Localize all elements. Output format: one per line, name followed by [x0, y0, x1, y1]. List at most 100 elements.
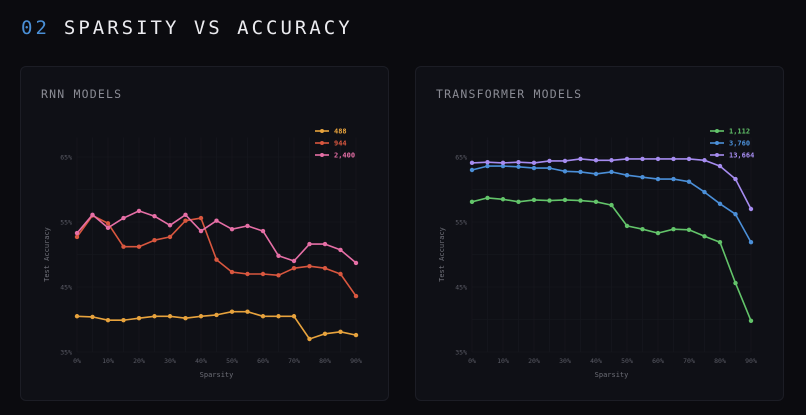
x-tick-label: 90% — [745, 357, 757, 365]
y-tick-label: 35% — [455, 349, 467, 357]
x-tick-label: 70% — [683, 357, 695, 365]
data-point — [276, 253, 281, 258]
data-point — [717, 163, 723, 169]
legend-item: 3,760 — [710, 140, 750, 148]
data-point — [516, 164, 521, 169]
x-axis-label: Sparsity — [200, 371, 234, 379]
data-point — [167, 314, 173, 319]
legend-item: 488 — [315, 128, 347, 136]
data-point — [671, 226, 676, 232]
data-point — [717, 201, 723, 206]
data-point — [322, 241, 328, 247]
x-tick-label: 80% — [714, 357, 726, 365]
data-point — [183, 316, 188, 321]
rnn-models-panel: RNN MODELS 35% 45% 55% 65% 0% 10% 20% 30% 40% 50%… — [20, 66, 389, 401]
data-point — [624, 173, 630, 178]
data-point — [152, 238, 157, 243]
data-point — [531, 197, 537, 203]
data-point — [748, 239, 754, 245]
data-point — [531, 165, 537, 171]
data-point — [624, 156, 630, 162]
transformer-chart: 35% 45% 55% 65% 0% 10% 20% 30% 40% 50% 60% 70% 80% 90… — [438, 128, 757, 380]
y-tick-label: 65% — [60, 154, 72, 162]
y-axis-label: Test Accuracy — [438, 227, 446, 282]
data-point — [214, 312, 219, 318]
data-point — [353, 293, 359, 299]
data-point — [640, 156, 645, 162]
data-point — [686, 156, 692, 162]
data-point — [307, 264, 312, 269]
data-point — [733, 212, 738, 217]
data-point — [624, 223, 630, 229]
data-point — [90, 212, 95, 218]
x-tick-label: 60% — [652, 357, 664, 365]
panel-title: TRANSFORMER MODELS — [436, 87, 583, 101]
legend-item: 944 — [315, 140, 347, 148]
data-point — [260, 228, 266, 234]
data-point — [322, 331, 328, 336]
x-tick-label: 60% — [257, 357, 269, 365]
data-point — [353, 332, 359, 338]
data-point — [338, 247, 343, 253]
series-line — [74, 208, 359, 266]
y-tick-label: 65% — [455, 154, 467, 162]
page-title: 02 SPARSITY VS ACCURACY — [21, 17, 353, 39]
legend-item: 13,664 — [710, 152, 754, 160]
data-point — [593, 158, 599, 163]
data-point — [322, 265, 328, 271]
data-point — [562, 169, 568, 174]
data-point — [353, 260, 359, 266]
data-point — [500, 160, 506, 166]
data-point — [74, 234, 80, 240]
data-point — [733, 176, 738, 182]
x-tick-label: 50% — [226, 357, 238, 365]
data-point — [307, 241, 312, 247]
svg-text:1,112: 1,112 — [729, 128, 750, 136]
svg-text:944: 944 — [334, 140, 347, 148]
data-point — [593, 199, 599, 205]
section-number: 02 — [21, 17, 50, 39]
data-point — [609, 202, 614, 208]
y-tick-label: 35% — [60, 349, 72, 357]
data-point — [640, 174, 645, 180]
series-line — [74, 213, 359, 299]
data-point — [338, 329, 343, 335]
x-tick-label: 20% — [133, 357, 145, 365]
data-point — [578, 169, 583, 175]
data-point — [121, 215, 126, 221]
y-tick-label: 45% — [60, 284, 72, 292]
data-point — [702, 189, 707, 195]
data-point — [183, 212, 188, 218]
data-point — [717, 239, 723, 245]
data-point — [578, 156, 583, 162]
data-point — [198, 314, 204, 319]
data-point — [516, 160, 521, 165]
data-point — [686, 179, 692, 184]
legend-item: 2,400 — [315, 152, 355, 160]
svg-text:3,760: 3,760 — [729, 140, 750, 148]
x-tick-label: 90% — [350, 357, 362, 365]
y-tick-label: 55% — [455, 219, 467, 227]
series-line — [469, 163, 754, 245]
data-point — [229, 309, 235, 314]
data-point — [167, 223, 173, 228]
data-point — [702, 158, 707, 163]
legend-item: 1,112 — [710, 128, 750, 136]
data-point — [469, 167, 475, 173]
data-point — [547, 158, 552, 164]
data-point — [671, 156, 676, 162]
data-point — [593, 171, 599, 177]
data-point — [291, 314, 297, 319]
data-point — [183, 218, 188, 223]
data-point — [229, 269, 235, 275]
data-point — [485, 160, 490, 165]
data-point — [167, 234, 173, 240]
data-point — [74, 230, 80, 236]
data-point — [276, 314, 281, 319]
data-point — [136, 244, 142, 249]
x-tick-label: 10% — [102, 357, 114, 365]
data-point — [121, 317, 126, 323]
data-point — [291, 265, 297, 271]
data-point — [338, 271, 343, 277]
svg-text:488: 488 — [334, 128, 347, 136]
